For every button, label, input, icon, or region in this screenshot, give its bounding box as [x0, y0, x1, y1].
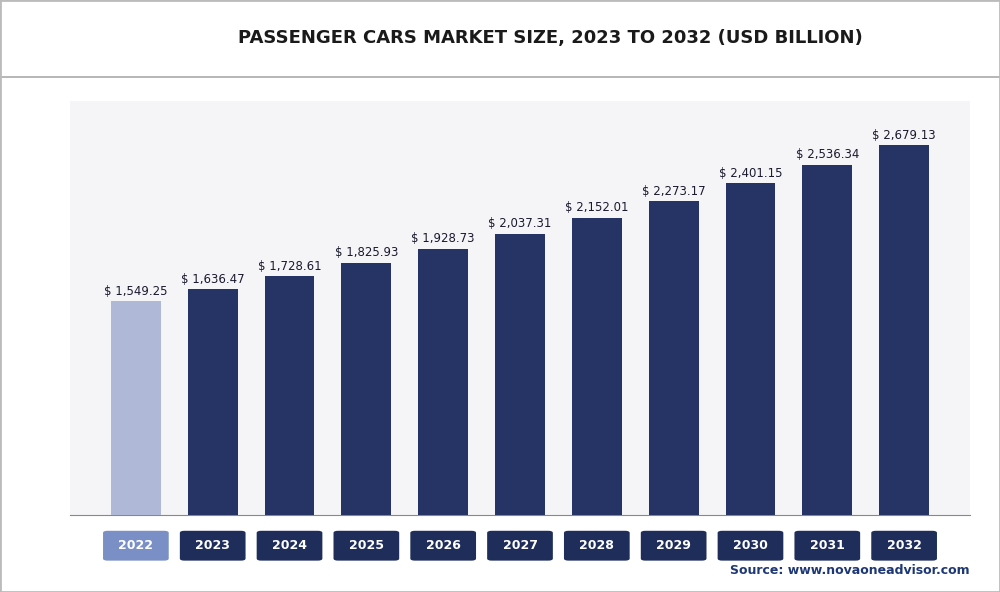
Text: 2028: 2028 — [579, 539, 614, 552]
Text: 1: 1 — [90, 29, 102, 47]
Bar — [802, 165, 852, 515]
Text: 2024: 2024 — [272, 539, 307, 552]
Text: Source: www.novaoneadvisor.com: Source: www.novaoneadvisor.com — [730, 564, 970, 577]
Bar — [341, 263, 391, 515]
Text: $ 2,152.01: $ 2,152.01 — [565, 201, 629, 214]
Text: $ 2,037.31: $ 2,037.31 — [488, 217, 552, 230]
FancyBboxPatch shape — [718, 531, 783, 561]
Text: NOVA: NOVA — [25, 29, 79, 47]
Text: $ 1,928.73: $ 1,928.73 — [411, 232, 475, 245]
Text: 2032: 2032 — [887, 539, 922, 552]
Bar — [879, 145, 929, 515]
Text: 2029: 2029 — [656, 539, 691, 552]
Text: PASSENGER CARS MARKET SIZE, 2023 TO 2032 (USD BILLION): PASSENGER CARS MARKET SIZE, 2023 TO 2032… — [238, 30, 862, 47]
Bar — [649, 201, 699, 515]
Text: 2022: 2022 — [118, 539, 153, 552]
FancyBboxPatch shape — [257, 531, 322, 561]
FancyBboxPatch shape — [103, 531, 169, 561]
FancyBboxPatch shape — [564, 531, 630, 561]
Text: 2027: 2027 — [503, 539, 538, 552]
FancyBboxPatch shape — [641, 531, 706, 561]
Text: ADVISOR: ADVISOR — [110, 29, 199, 47]
Bar — [188, 289, 238, 515]
Text: $ 1,549.25: $ 1,549.25 — [104, 285, 168, 298]
Text: $ 1,728.61: $ 1,728.61 — [258, 260, 321, 273]
FancyBboxPatch shape — [871, 531, 937, 561]
Bar — [111, 301, 161, 515]
Text: $ 2,401.15: $ 2,401.15 — [719, 167, 782, 180]
Text: $ 1,636.47: $ 1,636.47 — [181, 272, 245, 285]
Text: $ 1,825.93: $ 1,825.93 — [335, 246, 398, 259]
FancyBboxPatch shape — [410, 531, 476, 561]
FancyBboxPatch shape — [334, 531, 399, 561]
Text: 2025: 2025 — [349, 539, 384, 552]
Bar — [572, 218, 622, 515]
Bar — [265, 276, 314, 515]
FancyBboxPatch shape — [794, 531, 860, 561]
Text: 2023: 2023 — [195, 539, 230, 552]
Text: $ 2,679.13: $ 2,679.13 — [872, 128, 936, 141]
Bar — [726, 184, 775, 515]
Text: $ 2,273.17: $ 2,273.17 — [642, 185, 705, 198]
FancyBboxPatch shape — [487, 531, 553, 561]
FancyBboxPatch shape — [180, 531, 246, 561]
Text: 2031: 2031 — [810, 539, 845, 552]
Text: 2030: 2030 — [733, 539, 768, 552]
Bar — [418, 249, 468, 515]
Text: 2026: 2026 — [426, 539, 461, 552]
Text: $ 2,536.34: $ 2,536.34 — [796, 148, 859, 161]
Bar — [495, 234, 545, 515]
